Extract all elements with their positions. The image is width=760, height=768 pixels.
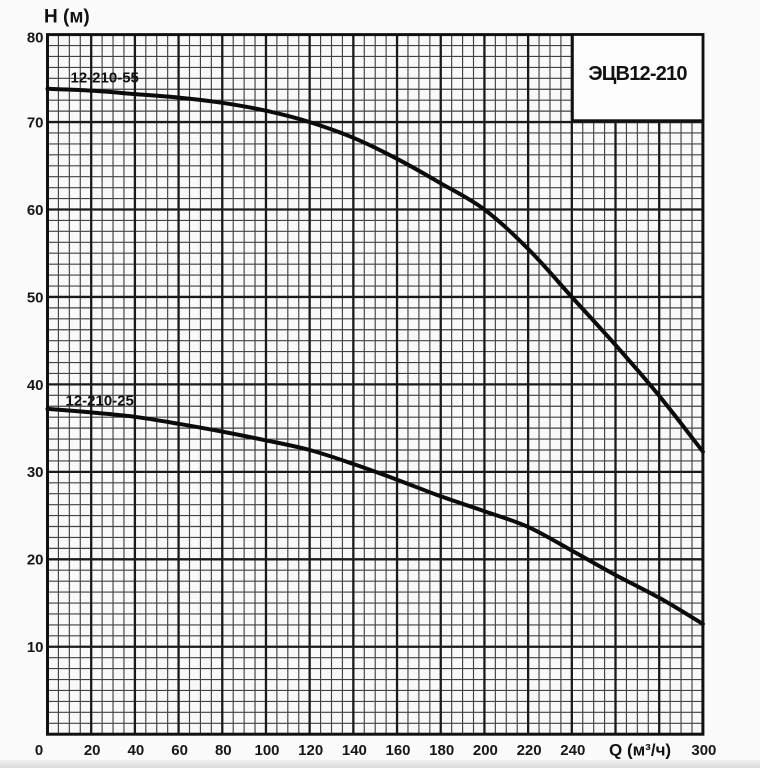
svg-text:60: 60 — [171, 742, 188, 759]
svg-text:240: 240 — [560, 742, 585, 759]
svg-text:20: 20 — [84, 742, 101, 759]
svg-text:20: 20 — [27, 552, 44, 569]
svg-text:100: 100 — [254, 742, 279, 759]
svg-text:10: 10 — [27, 639, 44, 656]
svg-text:50: 50 — [27, 289, 44, 306]
svg-text:80: 80 — [215, 742, 232, 759]
svg-text:12-210-25: 12-210-25 — [66, 393, 134, 410]
svg-text:0: 0 — [35, 742, 43, 759]
svg-text:60: 60 — [27, 202, 44, 219]
svg-text:40: 40 — [128, 742, 145, 759]
svg-text:180: 180 — [429, 742, 454, 759]
svg-text:40: 40 — [27, 377, 44, 394]
svg-text:120: 120 — [298, 742, 323, 759]
svg-text:160: 160 — [385, 742, 410, 759]
svg-text:70: 70 — [27, 115, 44, 132]
svg-text:140: 140 — [342, 742, 367, 759]
svg-text:80: 80 — [27, 29, 44, 46]
svg-text:12-210-55: 12-210-55 — [71, 70, 139, 87]
svg-text:30: 30 — [27, 464, 44, 481]
svg-text:ЭЦВ12-210: ЭЦВ12-210 — [588, 63, 687, 85]
svg-text:H (м): H (м) — [44, 6, 90, 27]
svg-text:Q (м³/ч): Q (м³/ч) — [609, 741, 671, 760]
svg-text:300: 300 — [691, 742, 716, 759]
svg-text:220: 220 — [517, 742, 542, 759]
svg-text:200: 200 — [473, 742, 498, 759]
